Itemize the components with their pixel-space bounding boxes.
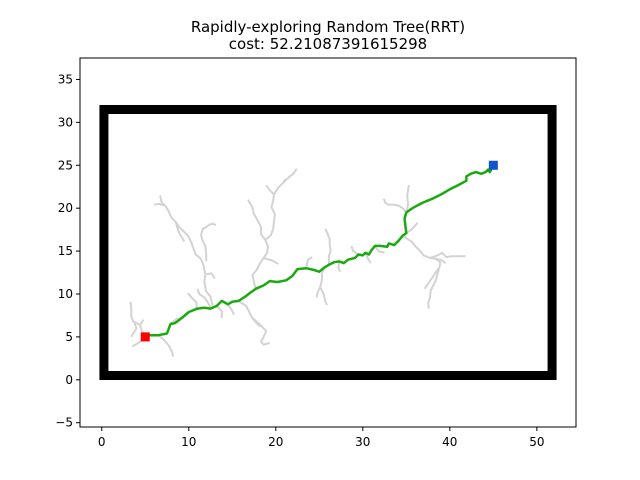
plot-area [99, 104, 557, 381]
tree-branch-37 [382, 198, 408, 214]
tree-branch-19 [247, 199, 269, 290]
tree-branch-32 [402, 234, 442, 309]
tree-branch-15 [215, 305, 223, 318]
tree-branch-28 [337, 261, 342, 273]
tree-branch-16 [227, 303, 235, 316]
y-tick-label: 10 [58, 287, 73, 301]
x-tick-label: 10 [181, 435, 196, 449]
tree-branch-5 [157, 334, 175, 357]
tree-branch-18 [251, 317, 270, 346]
tree-branch-17 [237, 300, 261, 328]
tree-branch-7 [187, 292, 198, 309]
tree-branch-12 [153, 202, 166, 207]
tree-branch-8 [196, 288, 213, 310]
y-axis-ticks: −5 0 5 10 15 20 25 30 35 [55, 72, 80, 430]
tree-branch-14 [200, 222, 217, 262]
tree-branch-20 [264, 178, 287, 241]
tree-branch-11 [159, 195, 202, 260]
axes-frame [79, 57, 577, 428]
tree-branch-2 [139, 319, 145, 326]
y-tick-label: 35 [58, 72, 73, 86]
y-tick-label: 30 [58, 115, 73, 129]
tree-branch-24 [305, 256, 313, 268]
y-tick-label: 20 [58, 201, 73, 215]
tree-branch-10 [206, 272, 216, 280]
x-tick-label: 20 [268, 435, 283, 449]
tree-branch-9 [200, 258, 215, 308]
chart-title: Rapidly-exploring Random Tree(RRT) [191, 18, 465, 36]
x-tick-label: 30 [355, 435, 370, 449]
x-tick-label: 40 [442, 435, 457, 449]
tree-layer [129, 168, 466, 357]
y-tick-label: 5 [65, 330, 73, 344]
tree-branch-33 [435, 257, 447, 264]
tree-branch-22 [282, 168, 298, 184]
goal-marker [488, 160, 498, 170]
tree-branch-25 [319, 267, 328, 306]
tree-branch-31 [374, 245, 385, 254]
y-tick-label: −5 [55, 416, 73, 430]
y-tick-label: 15 [58, 244, 73, 258]
chart-subtitle: cost: 52.21087391615298 [229, 35, 427, 53]
tree-branch-21 [265, 184, 275, 196]
tree-branch-13 [174, 221, 186, 243]
start-marker [140, 332, 150, 342]
tree-branch-36 [405, 222, 419, 234]
tree-branch-38 [405, 184, 410, 213]
path-line [145, 164, 495, 337]
tree-branch-35 [423, 266, 441, 290]
tree-branch-3 [130, 321, 138, 338]
tree-branch-26 [315, 286, 322, 298]
x-tick-label: 0 [98, 435, 106, 449]
tree-branch-29 [350, 245, 360, 256]
obstacle-boundary [99, 104, 557, 381]
tree-branch-1 [129, 301, 147, 336]
tree-branch-34 [429, 251, 466, 259]
x-tick-label: 50 [529, 435, 544, 449]
y-tick-label: 25 [58, 158, 73, 172]
tree-branch-30 [364, 252, 372, 264]
x-axis-ticks: 0 10 20 30 40 50 [98, 427, 544, 449]
tree-branch-23 [263, 256, 279, 265]
y-tick-label: 0 [65, 373, 73, 387]
tree-branch-27 [324, 228, 332, 265]
